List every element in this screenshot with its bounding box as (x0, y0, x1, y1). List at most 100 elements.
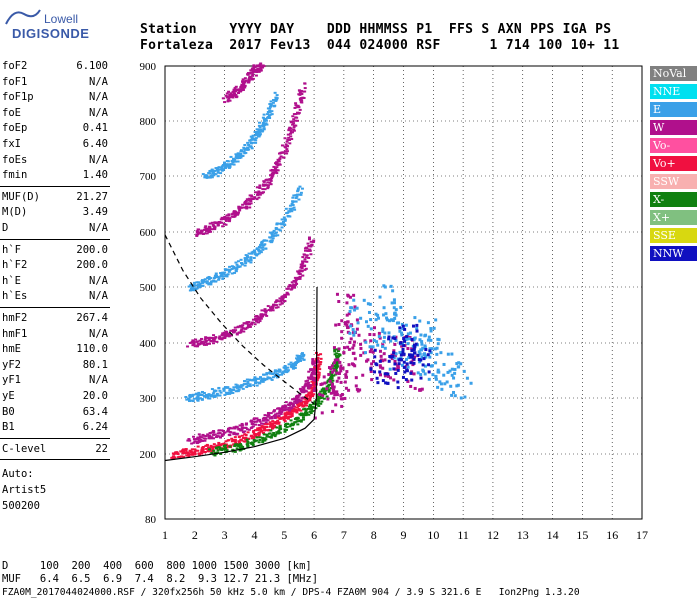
echo-dot (248, 384, 252, 387)
echo-dot (259, 251, 263, 254)
echo-dot (272, 303, 276, 306)
echo-dot (244, 151, 248, 154)
echo-dot (277, 163, 281, 166)
echo-dot (291, 398, 295, 401)
param-row: foF1 N/A (0, 76, 108, 90)
echo-dot (215, 451, 219, 454)
echo-dot (293, 276, 297, 279)
echo-dot (313, 387, 317, 391)
param-value: N/A (89, 222, 108, 234)
echo-dot (194, 338, 198, 341)
echo-dot (229, 444, 233, 447)
echo-dot (335, 364, 339, 367)
echo-dot (296, 358, 300, 361)
echo-dot (255, 71, 259, 74)
echo-dot (332, 390, 336, 394)
echo-dot (309, 253, 313, 256)
echo-dot (275, 426, 279, 429)
echo-dot (235, 447, 239, 450)
echo-dot (424, 348, 428, 352)
echo-dot (329, 391, 333, 395)
echo-dot (249, 323, 253, 326)
echo-dot (214, 447, 218, 450)
echo-dot (289, 129, 293, 132)
echo-dot (196, 395, 200, 398)
echo-dot (198, 285, 202, 288)
echo-dot (312, 389, 316, 393)
echo-dot (210, 221, 214, 224)
echo-dot (341, 366, 345, 370)
echo-dot (196, 345, 200, 348)
true-height-profile (164, 286, 318, 462)
echo-dot (292, 285, 296, 288)
echo-dot (282, 220, 286, 223)
echo-dot (212, 224, 216, 227)
echo-dot (336, 349, 340, 352)
echo-dot (402, 360, 406, 364)
echo-dot (390, 301, 394, 305)
echo-dot (412, 361, 416, 365)
echo-dot (288, 409, 292, 412)
echo-dot (434, 318, 438, 322)
echo-dot (221, 332, 225, 335)
echo-dot (181, 455, 185, 458)
echo-dot (264, 311, 268, 314)
echo-dot (333, 350, 337, 353)
echo-dot (198, 452, 202, 455)
echo-dot (185, 454, 189, 457)
echo-dot (257, 245, 261, 248)
echo-dot (254, 141, 258, 144)
echo-dot (243, 327, 247, 330)
echo-dot (263, 429, 267, 432)
echo-dot (211, 170, 215, 173)
echo-dot (239, 331, 243, 334)
echo-dot (248, 76, 252, 79)
echo-dot (253, 376, 257, 379)
echo-dot (303, 412, 307, 415)
echo-dot (226, 273, 230, 276)
echo-dot (256, 377, 260, 380)
echo-dot (265, 372, 269, 375)
echo-dot (229, 431, 233, 434)
echo-dot (450, 352, 454, 356)
echo-dot (289, 209, 293, 212)
auto-scaling-text: 500200 (2, 499, 40, 512)
echo-dot (268, 109, 272, 112)
echo-dot (278, 426, 282, 429)
echo-dot (317, 400, 321, 403)
param-row: h`F 200.0 (0, 244, 108, 258)
echo-dot (305, 411, 309, 414)
echo-dot (239, 156, 243, 159)
echo-dot (315, 402, 319, 405)
echo-dot (345, 370, 349, 374)
echo-dot (275, 372, 279, 375)
echo-dot (215, 392, 219, 395)
echo-dot (278, 297, 282, 300)
echo-dot (228, 265, 232, 268)
echo-dot (259, 62, 263, 65)
echo-dot (287, 363, 291, 366)
echo-dot (329, 367, 333, 371)
echo-dot (297, 409, 301, 412)
echo-dot (313, 364, 317, 367)
echo-dot (205, 447, 209, 450)
echo-dot (172, 453, 176, 456)
echo-dot (405, 335, 409, 339)
echo-dot (292, 206, 296, 209)
echo-dot (238, 209, 242, 212)
echo-dot (329, 377, 333, 380)
echo-dot (220, 338, 224, 341)
echo-dot (255, 436, 259, 439)
echo-dot (369, 327, 373, 331)
param-label: yE (2, 390, 15, 402)
echo-dot (213, 445, 217, 448)
echo-dot (307, 413, 311, 416)
echo-dot (190, 453, 194, 456)
echo-dot (400, 344, 404, 348)
echo-dot (236, 386, 240, 389)
echo-dot (232, 94, 236, 97)
echo-dot (256, 193, 260, 196)
echo-dot (221, 225, 225, 228)
echo-dot (241, 203, 245, 206)
echo-dot (265, 239, 269, 242)
